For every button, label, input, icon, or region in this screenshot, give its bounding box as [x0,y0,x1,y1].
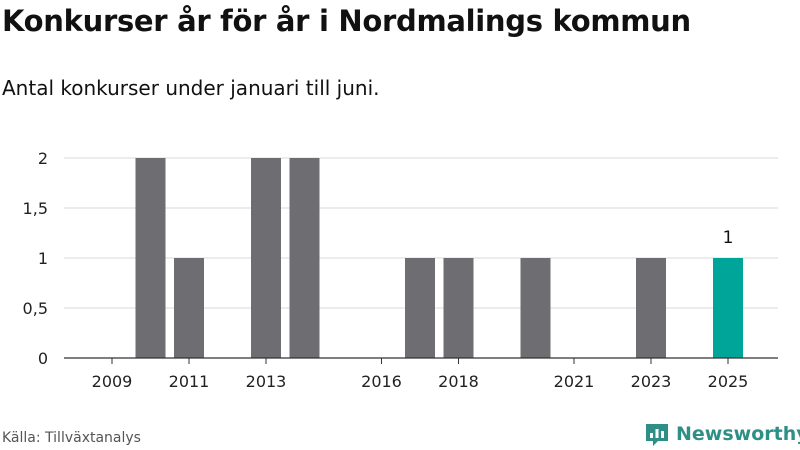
y-tick-label: 0,5 [23,299,48,318]
brand-name: Newsworthy [676,423,800,445]
x-tick-label: 2018 [438,372,479,391]
chart-subtitle: Antal konkurser under januari till juni. [2,76,380,100]
y-tick-label: 2 [38,149,48,168]
brand: Newsworthy [644,420,800,448]
x-tick-label: 2009 [92,372,133,391]
x-tick-label: 2013 [246,372,287,391]
y-tick-label: 1,5 [23,199,48,218]
x-tick-label: 2025 [708,372,749,391]
bar [636,258,666,358]
bar [443,258,474,358]
y-tick-label: 1 [38,249,48,268]
data-label: 1 [723,228,734,248]
bar [135,158,166,358]
bar [713,258,743,358]
bar [520,258,551,358]
bar [251,158,281,358]
bar [289,158,320,358]
bar [405,258,435,358]
x-tick-label: 2011 [169,372,210,391]
x-tick-label: 2021 [554,372,595,391]
x-tick-label: 2016 [361,372,402,391]
newsworthy-logo-icon [646,424,668,446]
x-tick-label: 2023 [631,372,672,391]
bar [174,258,204,358]
chart-title: Konkurser år för år i Nordmalings kommun [2,4,691,38]
y-tick-label: 0 [38,349,48,368]
source-note: Källa: Tillväxtanalys [2,430,141,446]
